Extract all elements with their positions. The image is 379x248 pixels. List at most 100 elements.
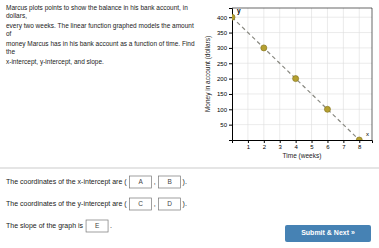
input-label: B [167, 178, 171, 185]
y-axis: 50 100 150 200 250 300 350 400 [217, 9, 233, 141]
question-text: The coordinates of the y-intercept are ( [6, 200, 127, 208]
input-label: D [167, 200, 172, 207]
input-label: E [95, 222, 100, 229]
y-label: Money in account (dollars) [204, 36, 212, 112]
x-tick: 3 [279, 140, 283, 150]
y-tick-label: 200 [217, 76, 228, 82]
x-tick-mark [280, 140, 281, 143]
page: Marcus plots points to show the balance … [0, 0, 379, 248]
grid-line-y [232, 63, 372, 64]
grid-line-x [311, 8, 312, 140]
problem-line: Marcus plots points to show the balance … [6, 4, 190, 19]
point [324, 106, 330, 112]
y-tick: 400 [217, 15, 232, 21]
y-tick: 100 [217, 107, 232, 113]
problem-line: every two weeks. The linear function gra… [6, 22, 196, 37]
x-tick: 1 [247, 140, 251, 150]
x-tick-label: 7 [342, 144, 346, 150]
point [356, 137, 362, 140]
x-axis-line [233, 141, 373, 144]
question-end: ). [183, 200, 187, 208]
separator-text: , [154, 178, 156, 185]
grid-line-x [327, 8, 328, 140]
y-tick: 350 [217, 30, 232, 36]
grid-line-y [232, 78, 372, 79]
input-label: A [138, 178, 143, 185]
input-box[interactable] [130, 198, 152, 210]
y-tick: 250 [217, 61, 232, 67]
x-tick-mark [343, 140, 344, 143]
point [232, 14, 235, 20]
y-tick-label: 400 [217, 15, 228, 21]
y-tick-label: 50 [220, 122, 227, 128]
grid-line-x [247, 8, 248, 140]
x-tick-label: 5 [310, 144, 314, 150]
x-tick-label: 8 [358, 144, 362, 150]
problem-line: x-intercept, y-intercept, and slope. [6, 58, 104, 66]
y-tick-mark [229, 17, 232, 18]
y-tick-label: 350 [217, 30, 228, 36]
grid-line-x [295, 8, 296, 140]
y-tick: 150 [217, 91, 232, 97]
grid-line-y [232, 47, 372, 48]
question-end: ). [183, 178, 187, 186]
x-tick-mark [248, 140, 249, 143]
x-tick: 7 [342, 140, 346, 150]
problem-text: Marcus plots points to show the balance … [6, 4, 196, 66]
x-axis-letter: x [366, 131, 369, 137]
x-tick-mark [264, 140, 265, 143]
y-tick-mark [229, 94, 232, 95]
grid-line-y [232, 93, 372, 94]
input-box[interactable] [86, 220, 108, 232]
plot-data [232, 14, 362, 140]
input-label: C [138, 200, 143, 207]
input-box[interactable] [159, 198, 181, 210]
x-tick-label: 1 [247, 144, 251, 150]
grid-line-x [359, 8, 360, 140]
x-tick-mark [296, 140, 297, 143]
input-box[interactable] [130, 176, 152, 188]
y-tick: 300 [217, 45, 232, 51]
y-tick-label: 250 [217, 61, 228, 67]
y-tick-label: 300 [217, 45, 228, 51]
point [293, 76, 299, 82]
y-tick: 200 [217, 76, 232, 82]
line [232, 17, 359, 140]
x-tick-label: 4 [294, 144, 298, 150]
y-tick-label: 100 [217, 107, 228, 113]
grid-line-x [343, 8, 344, 140]
x-tick: 8 [358, 140, 362, 150]
submit-label: Submit & Next » [301, 229, 355, 236]
x-tick: 6 [326, 140, 330, 150]
grid-line-y [232, 124, 372, 125]
grid-line-y [232, 109, 372, 110]
y-tick-mark [229, 125, 232, 126]
question-text: The slope of the graph is [6, 222, 84, 230]
grid-line-x [263, 8, 264, 140]
grid-line-y [232, 32, 372, 33]
grid-line-y [232, 17, 372, 18]
problem-line: money Marcus has in his bank account as … [6, 40, 196, 55]
y-axis-line [229, 9, 233, 141]
y-tick-mark [229, 109, 232, 110]
y-tick-mark [229, 63, 232, 64]
x-tick-mark [327, 140, 328, 143]
y-tick: 50 [220, 122, 232, 128]
point [261, 45, 267, 51]
submit-button[interactable] [285, 225, 371, 242]
x-tick-mark [312, 140, 313, 143]
y-tick-mark [229, 33, 232, 34]
grid [232, 8, 372, 140]
question-text: The coordinates of the x-intercept are ( [6, 178, 127, 186]
x-tick: 4 [294, 140, 298, 150]
y-axis-letter: y [237, 7, 241, 15]
input-box[interactable] [159, 176, 181, 188]
x-label: Time (weeks) [283, 152, 322, 160]
separator-text: , [154, 200, 156, 207]
x-tick-mark [359, 140, 360, 143]
separator [0, 168, 379, 169]
y-tick-label: 150 [217, 91, 228, 97]
grid-line-x [279, 8, 280, 140]
x-axis: 1 2 3 4 5 6 7 8 [233, 140, 373, 150]
x-tick: 2 [263, 140, 267, 150]
